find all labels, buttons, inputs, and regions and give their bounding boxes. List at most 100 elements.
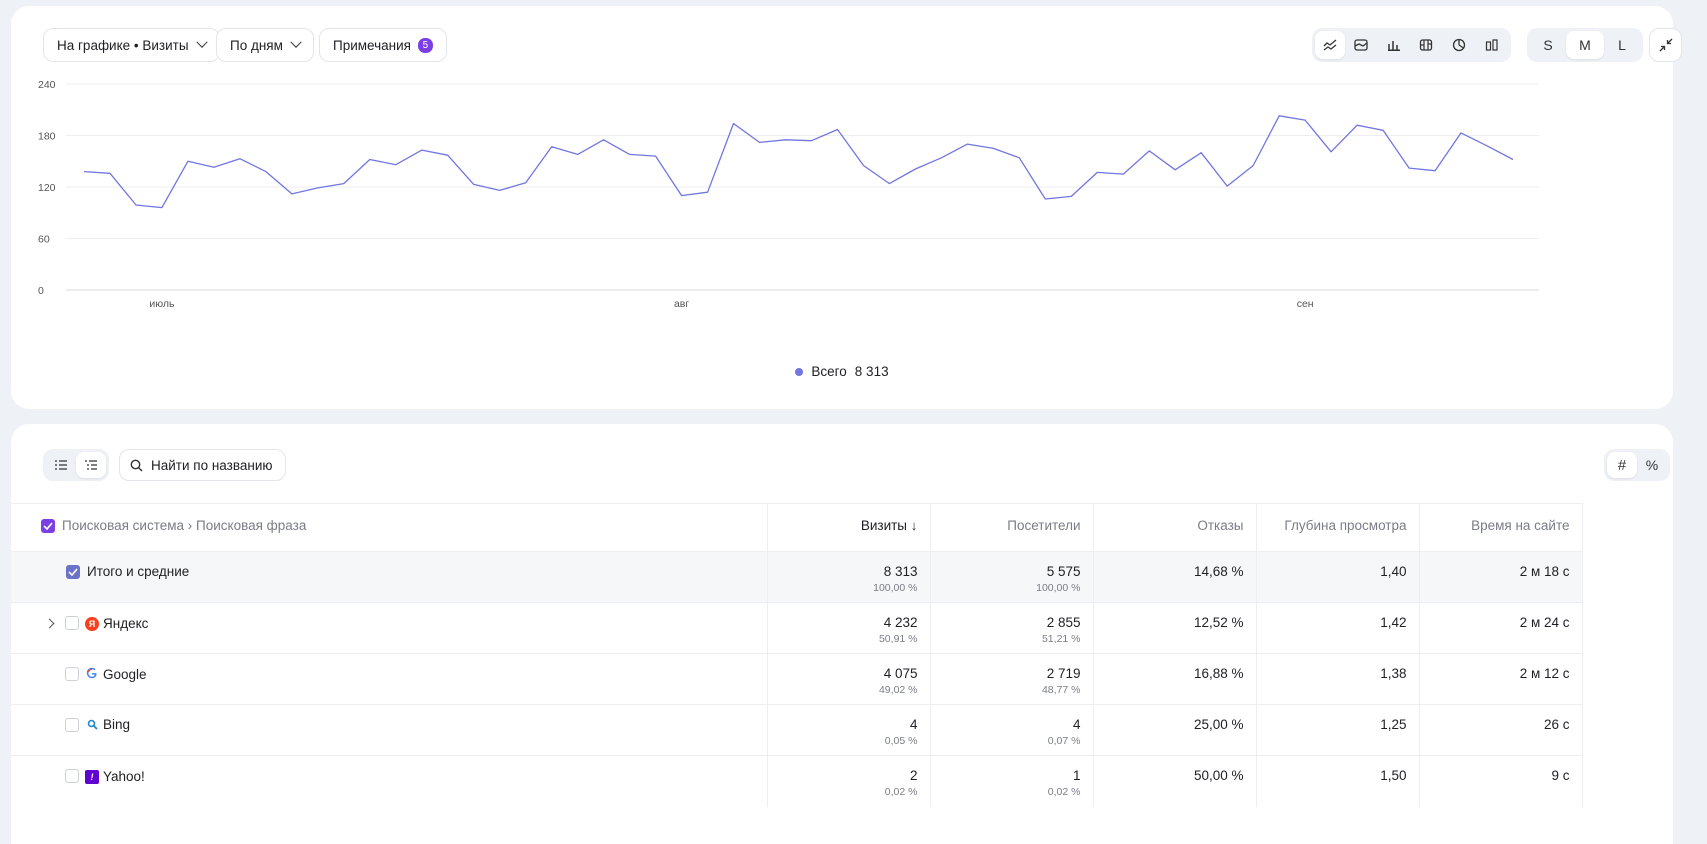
data-point[interactable] xyxy=(261,167,271,177)
data-point[interactable] xyxy=(339,179,349,189)
size-l-button[interactable]: L xyxy=(1618,37,1626,53)
data-point[interactable] xyxy=(313,183,323,193)
data-point[interactable] xyxy=(988,143,998,153)
data-point[interactable] xyxy=(1482,141,1492,151)
table-row[interactable]: Bing 4 0,05 % 4 0,07 % 25,00 % 1,25 26 с xyxy=(11,704,1583,756)
total-visits: 8 313 xyxy=(883,564,918,579)
data-point[interactable] xyxy=(1352,120,1362,130)
data-point[interactable] xyxy=(703,187,713,197)
select-all-checkbox[interactable] xyxy=(41,518,55,533)
expand-row-button[interactable] xyxy=(41,618,57,628)
data-point[interactable] xyxy=(1456,128,1466,138)
chart-metric-dropdown[interactable]: На графике • Визиты xyxy=(43,28,220,62)
visits-cell: 2 0,02 % xyxy=(766,755,930,807)
data-point[interactable] xyxy=(183,156,193,166)
data-point[interactable] xyxy=(417,145,427,155)
chart-metric-label: На графике • Визиты xyxy=(57,37,189,53)
column-header-visits[interactable]: Визиты ↓ xyxy=(766,503,930,552)
data-point[interactable] xyxy=(1430,166,1440,176)
data-point[interactable] xyxy=(157,203,167,213)
column-header-time[interactable]: Время на сайте xyxy=(1418,503,1583,552)
data-point[interactable] xyxy=(209,162,219,172)
data-point[interactable] xyxy=(1326,147,1336,157)
table-row[interactable]: Я Яндекс 4 232 50,91 % 2 855 51,21 % 12,52 % 1,… xyxy=(11,602,1583,654)
data-point[interactable] xyxy=(651,151,661,161)
data-point[interactable] xyxy=(1196,148,1206,158)
dimension-header[interactable]: Поисковая система › Поисковая фраза xyxy=(11,503,767,552)
table-row[interactable]: Google 4 075 49,02 % 2 719 48,77 % 16,88 % 1,3… xyxy=(11,653,1583,705)
series-line[interactable] xyxy=(83,115,1514,209)
data-point[interactable] xyxy=(625,149,635,159)
notes-button[interactable]: Примечания 5 xyxy=(319,28,447,62)
data-point[interactable] xyxy=(781,135,791,145)
data-point[interactable] xyxy=(962,139,972,149)
data-point[interactable] xyxy=(469,179,479,189)
row-checkbox[interactable] xyxy=(65,616,79,630)
chart-legend[interactable]: Всего 8 313 xyxy=(11,364,1673,379)
data-point[interactable] xyxy=(1066,191,1076,201)
row-name: Google xyxy=(103,666,147,682)
data-point[interactable] xyxy=(1248,161,1258,171)
size-m-button[interactable]: M xyxy=(1566,31,1604,59)
data-point[interactable] xyxy=(1144,146,1154,156)
data-point[interactable] xyxy=(235,154,245,164)
data-point[interactable] xyxy=(832,124,842,134)
data-point[interactable] xyxy=(443,150,453,160)
data-point[interactable] xyxy=(936,153,946,163)
data-point[interactable] xyxy=(677,191,687,201)
row-checkbox[interactable] xyxy=(65,717,79,732)
data-point[interactable] xyxy=(365,155,375,165)
pie-chart-icon xyxy=(1452,38,1466,52)
data-point[interactable] xyxy=(1404,163,1414,173)
grouping-dropdown[interactable]: По дням xyxy=(216,28,314,62)
data-point[interactable] xyxy=(1274,111,1284,121)
data-point[interactable] xyxy=(599,135,609,145)
data-point[interactable] xyxy=(1222,181,1232,191)
row-checkbox[interactable] xyxy=(65,667,79,681)
column-header-bounce[interactable]: Отказы xyxy=(1092,503,1256,552)
pie-chart-button[interactable] xyxy=(1443,31,1476,59)
data-point[interactable] xyxy=(1378,125,1388,135)
data-point[interactable] xyxy=(1170,165,1180,175)
data-point[interactable] xyxy=(1092,167,1102,177)
total-checkbox[interactable] xyxy=(66,564,80,579)
bar-chart-button[interactable] xyxy=(1377,31,1410,59)
data-point[interactable] xyxy=(573,149,583,159)
data-point[interactable] xyxy=(547,142,557,152)
row-name-cell: Я Яндекс xyxy=(11,602,767,654)
column-header-visitors[interactable]: Посетители xyxy=(929,503,1093,552)
column-header-depth[interactable]: Глубина просмотра xyxy=(1255,503,1419,552)
data-point[interactable] xyxy=(1014,153,1024,163)
data-point[interactable] xyxy=(1040,194,1050,204)
search-input[interactable]: Найти по названию xyxy=(119,449,286,481)
row-checkbox[interactable] xyxy=(65,769,79,783)
data-point[interactable] xyxy=(521,178,531,188)
flat-list-button[interactable] xyxy=(46,452,76,478)
data-point[interactable] xyxy=(105,168,115,178)
data-point[interactable] xyxy=(806,136,816,146)
data-point[interactable] xyxy=(391,160,401,170)
area-chart-button[interactable] xyxy=(1345,31,1378,59)
data-point[interactable] xyxy=(884,179,894,189)
tree-list-button[interactable] xyxy=(76,452,106,478)
data-point[interactable] xyxy=(1300,115,1310,125)
data-point[interactable] xyxy=(910,164,920,174)
collapse-button[interactable] xyxy=(1649,28,1682,62)
data-point[interactable] xyxy=(495,185,505,195)
data-point[interactable] xyxy=(131,200,141,210)
absolute-values-button[interactable]: # xyxy=(1607,452,1637,478)
data-point[interactable] xyxy=(79,167,89,177)
data-point[interactable] xyxy=(729,118,739,128)
data-point[interactable] xyxy=(287,189,297,199)
data-point[interactable] xyxy=(858,161,868,171)
size-s-button[interactable]: S xyxy=(1543,37,1553,53)
data-point[interactable] xyxy=(1508,155,1518,165)
visits-value: 2 xyxy=(909,768,918,783)
data-point[interactable] xyxy=(1118,169,1128,179)
stacked-chart-button[interactable] xyxy=(1410,31,1443,59)
data-point[interactable] xyxy=(755,137,765,147)
column-chart-button[interactable] xyxy=(1475,31,1508,59)
table-row[interactable]: ! Yahoo! 2 0,02 % 1 0,02 % 50,00 % 1,50 9 с xyxy=(11,755,1583,807)
line-chart-button[interactable] xyxy=(1315,31,1345,59)
percent-values-button[interactable]: % xyxy=(1645,457,1659,473)
